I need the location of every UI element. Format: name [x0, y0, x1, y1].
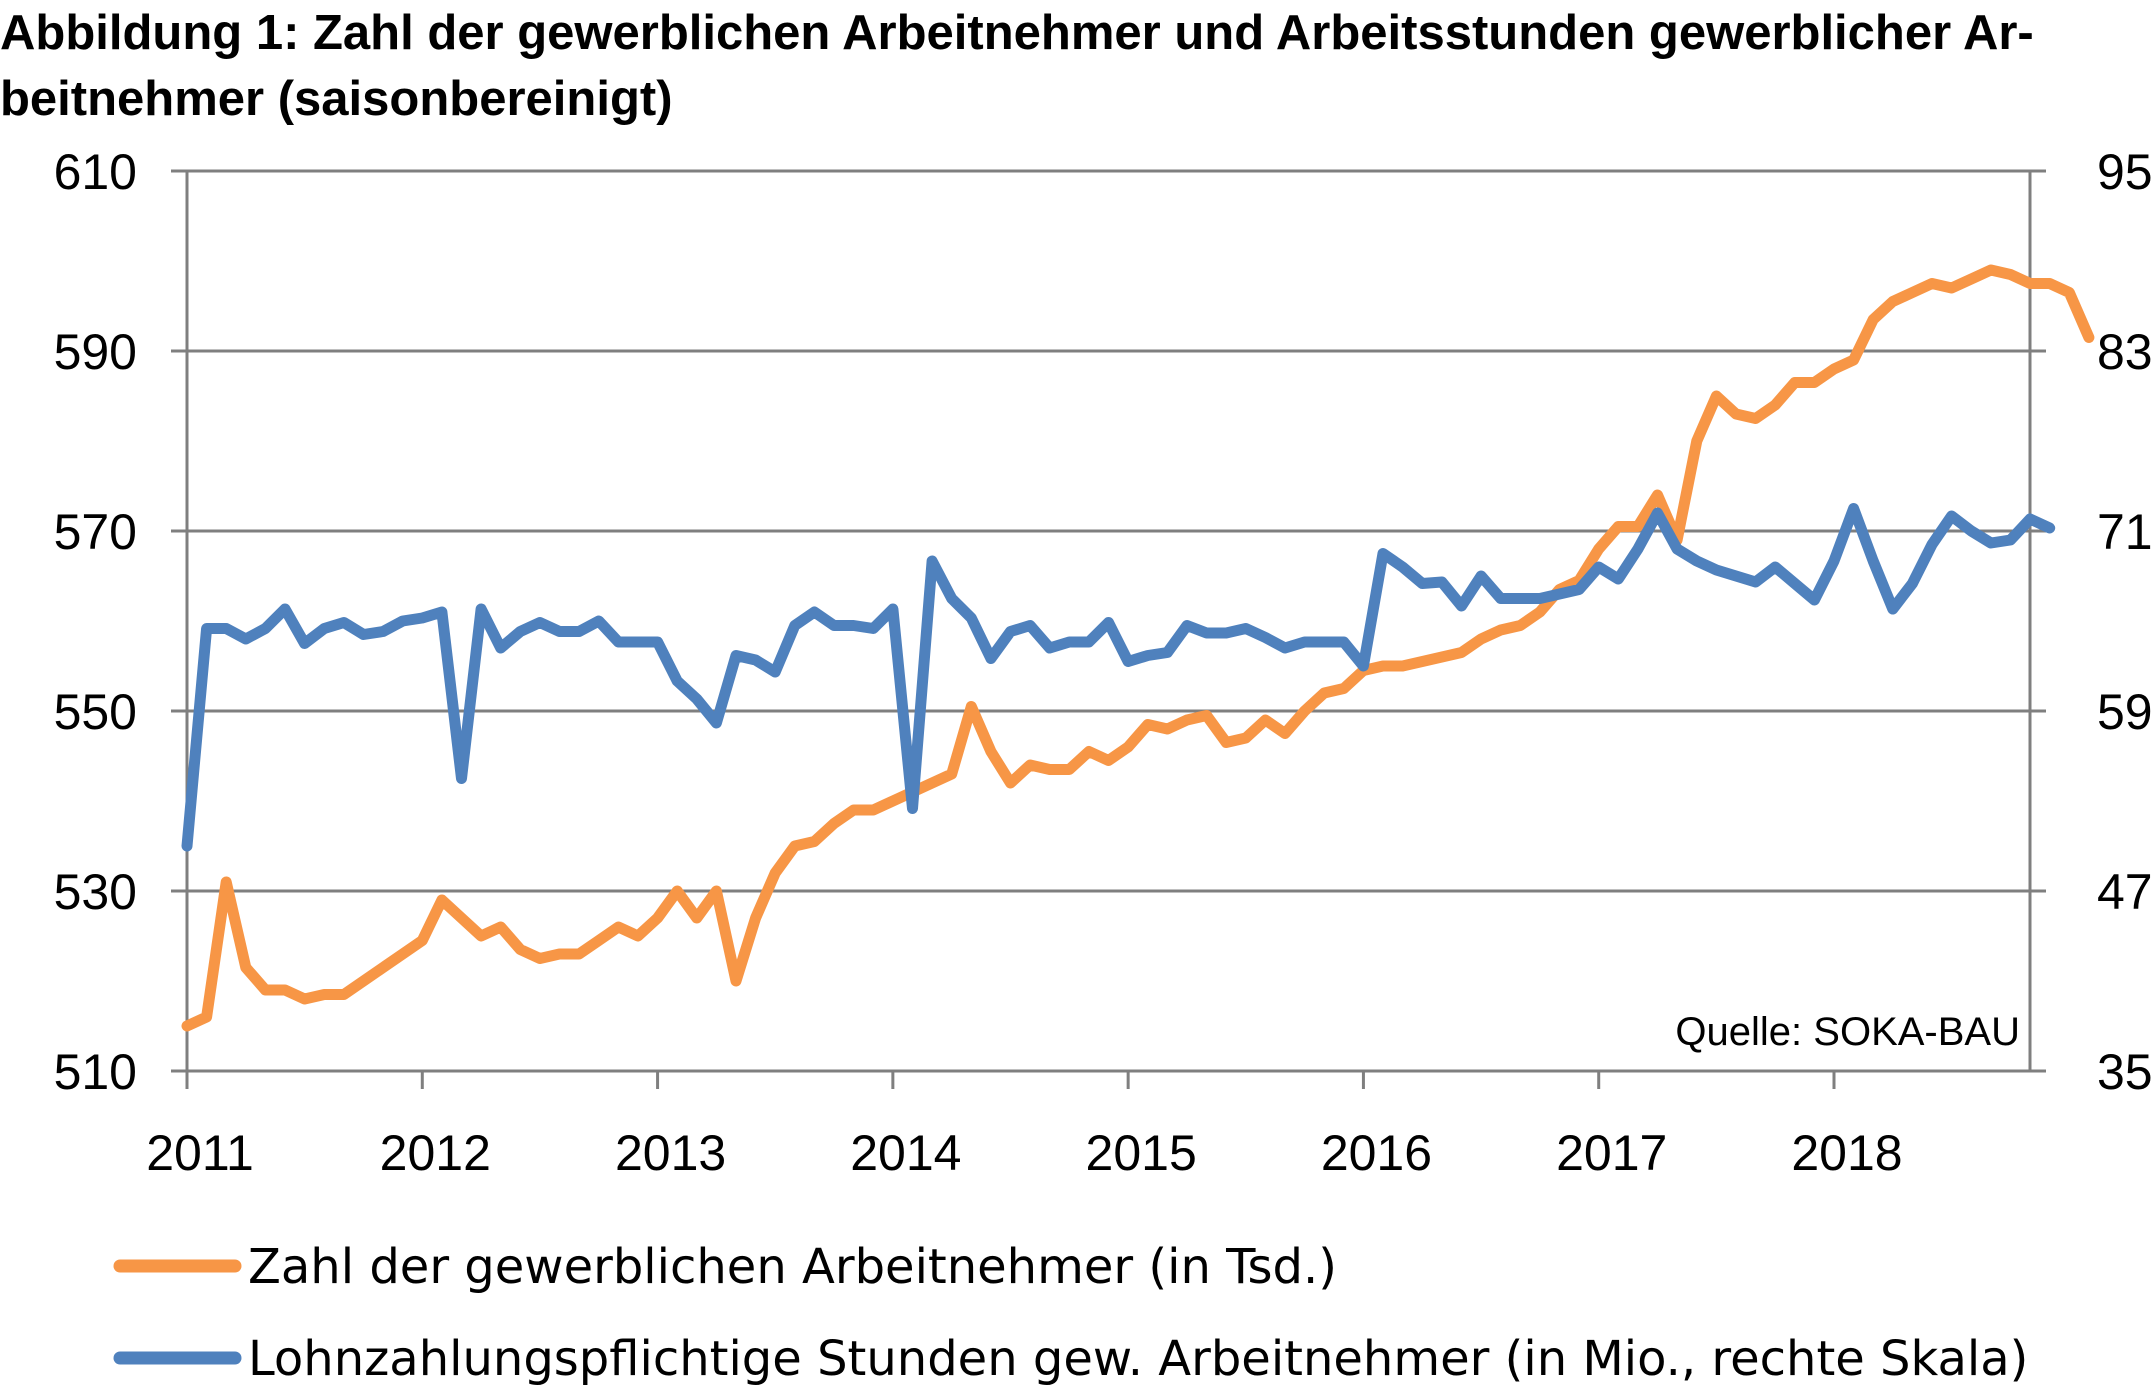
- chart-title: Abbildung 1: Zahl der gewerblichen Arbei…: [0, 6, 2034, 126]
- x-tick-label: 2011: [146, 1125, 254, 1181]
- legend-label: Zahl der gewerblichen Arbeitnehmer (in T…: [248, 1239, 1337, 1295]
- series-line-arbeitnehmer: [181, 264, 2095, 1032]
- x-tick-label: 2017: [1556, 1125, 1667, 1181]
- series-line-stunden: [181, 503, 2056, 852]
- x-tick-label: 2018: [1791, 1125, 1902, 1181]
- legend-label: Lohnzahlungspflichtige Stunden gew. Arbe…: [248, 1331, 2028, 1387]
- y-tick-label-left: 550: [54, 684, 137, 740]
- y-tick-label-left: 530: [54, 864, 137, 920]
- x-tick-label: 2016: [1321, 1125, 1432, 1181]
- y-tick-label-left: 570: [54, 504, 137, 560]
- y-tick-label-left: 610: [54, 144, 137, 200]
- y-tick-label-right: 35: [2097, 1044, 2153, 1100]
- axes: [171, 169, 2046, 1089]
- y-tick-label-right: 59: [2097, 684, 2153, 740]
- y-tick-label-left: 510: [54, 1044, 137, 1100]
- y-tick-label-right: 47: [2097, 864, 2153, 920]
- y-tick-label-right: 83: [2097, 324, 2153, 380]
- y-tick-label-left: 590: [54, 324, 137, 380]
- x-tick-label: 2013: [615, 1125, 726, 1181]
- y-tick-label-right: 71: [2097, 504, 2153, 560]
- source-note: Quelle: SOKA-BAU: [1675, 1010, 2020, 1054]
- x-tick-label: 2015: [1086, 1125, 1197, 1181]
- x-tick-label: 2014: [850, 1125, 961, 1181]
- y-tick-label-right: 95: [2097, 144, 2153, 200]
- x-tick-label: 2012: [380, 1125, 491, 1181]
- series-lines: [181, 264, 2095, 1032]
- tick-labels: 510 530 550 570 590 610 35 47 59 71 83 95 2011 2012 20…: [54, 144, 2153, 1181]
- legend: Zahl der gewerblichen Arbeitnehmer (in T…: [113, 1239, 2028, 1387]
